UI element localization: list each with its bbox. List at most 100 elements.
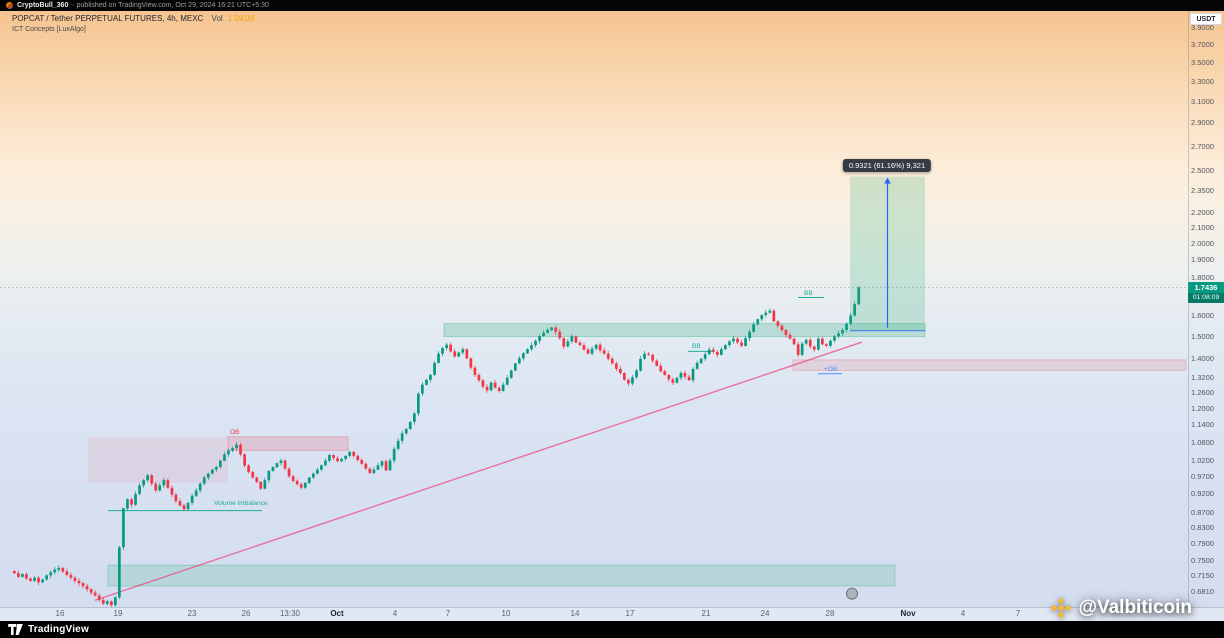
- candle: [13, 571, 16, 574]
- candle: [505, 377, 509, 385]
- demand-band-right-pink: [792, 359, 1187, 371]
- candle: [546, 330, 549, 333]
- candle: [841, 330, 844, 334]
- chart-annotation-label: +OB: [824, 366, 837, 373]
- candle: [752, 324, 755, 332]
- candle: [453, 351, 457, 357]
- candle: [425, 379, 428, 385]
- candle: [307, 477, 311, 483]
- candle: [554, 327, 558, 332]
- time-scale-strip[interactable]: [0, 607, 1224, 621]
- flip-zone-green: [443, 323, 926, 337]
- projection-arrowhead: [884, 177, 891, 184]
- candle: [804, 339, 808, 344]
- candle: [251, 471, 255, 478]
- candle: [45, 575, 48, 580]
- price-scale-column[interactable]: [1188, 11, 1224, 607]
- candle: [501, 384, 505, 391]
- candle: [441, 348, 444, 354]
- tradingview-logo-icon[interactable]: [8, 624, 23, 635]
- candle: [825, 344, 828, 346]
- candle: [812, 346, 816, 350]
- candle: [627, 379, 630, 384]
- candle: [348, 451, 351, 456]
- candle: [186, 502, 190, 510]
- candle: [760, 315, 764, 320]
- candle: [231, 448, 234, 451]
- candle: [368, 468, 372, 473]
- candle: [267, 470, 271, 481]
- candle: [821, 338, 824, 345]
- candle: [647, 353, 650, 355]
- candle: [530, 345, 533, 350]
- candle: [21, 574, 24, 577]
- indicator-title[interactable]: ICT Concepts [LuxAlgo]: [12, 26, 86, 33]
- candle: [25, 574, 28, 579]
- candle: [849, 315, 852, 324]
- candle: [740, 342, 743, 346]
- candle: [429, 374, 432, 380]
- candle: [295, 480, 299, 485]
- candle: [683, 372, 687, 377]
- candle: [586, 349, 590, 354]
- chart-marker-icon[interactable]: [846, 587, 858, 600]
- candle: [764, 312, 768, 316]
- candle: [324, 460, 327, 466]
- candle: [526, 349, 529, 354]
- candle: [780, 325, 784, 330]
- candle: [404, 429, 408, 434]
- candle: [675, 377, 679, 383]
- trendline[interactable]: [94, 341, 863, 601]
- publish-info: · published on TradingView.com, Oct 29, …: [72, 2, 269, 9]
- candle: [340, 459, 343, 462]
- candle: [85, 586, 89, 590]
- candle: [833, 336, 836, 341]
- candle: [639, 358, 642, 371]
- candle: [312, 473, 315, 478]
- candle: [134, 494, 137, 505]
- candle: [768, 310, 772, 313]
- candle: [380, 461, 384, 466]
- candle: [417, 393, 420, 414]
- publisher-avatar[interactable]: [6, 2, 13, 9]
- candle: [610, 358, 614, 364]
- candle: [235, 444, 238, 449]
- candle: [174, 494, 178, 502]
- candle: [736, 338, 739, 343]
- candle: [316, 469, 319, 474]
- candle: [558, 331, 562, 339]
- candle: [328, 455, 331, 461]
- candle: [356, 455, 360, 460]
- candle: [570, 336, 574, 342]
- candle: [33, 577, 36, 581]
- tradingview-brand[interactable]: TradingView: [28, 624, 89, 635]
- candle: [724, 345, 727, 350]
- candle: [538, 336, 541, 341]
- candle: [49, 572, 53, 576]
- measure-tooltip: 0.9321 (61.16%) 9,321: [842, 159, 932, 172]
- candle: [800, 343, 804, 355]
- candle: [142, 480, 145, 486]
- candle: [602, 350, 606, 354]
- candle: [582, 345, 586, 350]
- candle: [792, 338, 796, 345]
- candle: [481, 380, 485, 387]
- candle: [857, 287, 861, 305]
- candle: [360, 460, 364, 464]
- candle: [437, 353, 440, 363]
- candle: [122, 508, 125, 548]
- candle: [146, 475, 149, 481]
- candle: [283, 460, 287, 469]
- candle: [469, 358, 473, 368]
- currency-toggle[interactable]: USDT: [1190, 13, 1222, 25]
- candle: [17, 573, 20, 577]
- candle: [619, 368, 622, 373]
- volume-value: 1.091M: [227, 14, 255, 23]
- publisher-username[interactable]: CryptoBull_360: [17, 2, 69, 9]
- candle: [150, 475, 154, 484]
- symbol-title[interactable]: POPCAT / Tether PERPETUAL FUTURES, 4h, M…: [12, 14, 204, 23]
- candle: [635, 370, 638, 378]
- candle: [691, 368, 695, 381]
- bar-countdown: 01:08:09: [1188, 292, 1224, 303]
